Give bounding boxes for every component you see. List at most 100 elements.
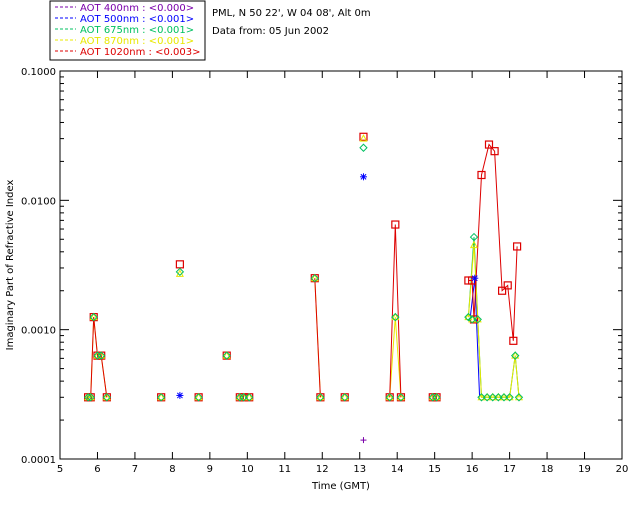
x-tick-label: 14 [391,464,404,475]
data-point [245,392,254,401]
x-tick-label: 12 [316,464,329,475]
data-point [468,276,477,285]
data-point [490,147,499,156]
data-point [484,140,494,149]
data-point [156,393,166,402]
series-line [389,317,402,398]
y-tick-label: 0.0100 [21,196,56,207]
x-axis-label: Time (GMT) [311,481,370,492]
x-tick-label: 16 [466,464,479,475]
data-point [514,393,524,402]
data-point [505,393,514,402]
data-point [509,336,518,345]
data-point [512,242,522,251]
data-point [97,351,106,360]
legend-entry: AOT 870nm : <0.001> [80,36,194,47]
data-point [511,351,520,359]
data-point [499,392,509,401]
x-tick-label: 9 [207,464,213,475]
data-point [359,134,368,142]
data-point [503,281,512,290]
data-point [97,351,106,359]
data-point [310,273,319,282]
y-tick-label: 0.1000 [21,67,56,78]
date-info: Data from: 05 Jun 2002 [212,26,329,37]
legend-entry: AOT 500nm : <0.001> [80,14,194,25]
data-point [239,392,248,401]
x-tick-label: 18 [541,464,554,475]
data-point [83,393,93,402]
x-tick-label: 15 [428,464,441,475]
data-point [175,267,185,277]
data-point [494,393,503,402]
data-point [505,392,514,401]
data-point [494,392,503,401]
data-point [514,392,524,401]
legend: AOT 400nm : <0.000>AOT 500nm : <0.001>AO… [55,3,200,58]
data-point [235,393,245,402]
data-point [340,393,349,402]
series-line [314,278,321,398]
data-point [469,232,479,242]
data-point [391,312,400,322]
data-point [310,273,319,283]
data-point [176,391,184,399]
data-point [194,392,203,401]
data-point [102,392,111,401]
x-tick-label: 8 [169,464,175,475]
data-point [340,392,349,401]
data-point [316,392,325,401]
data-point [396,393,406,402]
site-info: PML, N 50 22', W 04 08', Alt 0m [212,8,371,19]
data-point [432,393,441,402]
data-point [499,393,509,402]
data-point [488,392,497,401]
data-point [428,393,438,402]
data-point [385,392,394,401]
x-tick-label: 17 [503,464,516,475]
legend-entry: AOT 400nm : <0.000> [80,3,194,14]
data-point [473,314,482,323]
legend-entry: AOT 675nm : <0.001> [80,25,194,36]
data-point [359,132,368,141]
data-point [464,312,473,322]
data-point [102,393,112,402]
y-tick-label: 0.0001 [21,455,56,466]
series-line [467,245,520,398]
data-point [473,315,482,324]
data-point [316,393,325,402]
legend-entry: AOT 1020nm : <0.003> [80,47,200,58]
legend-box [49,0,206,61]
x-tick-label: 5 [57,464,63,475]
x-tick-label: 10 [241,464,254,475]
data-point [194,393,203,402]
data-point [483,392,492,401]
data-point [86,392,95,401]
data-point [469,240,479,249]
data-point [244,393,254,402]
data-point [360,437,367,444]
data-point [385,393,394,402]
plot-frame [59,70,623,460]
data-point [477,392,486,401]
data-point [239,393,248,402]
data-point [467,315,477,324]
data-point [86,393,95,402]
data-point [498,286,507,295]
data-point [93,351,102,360]
data-point [432,392,441,401]
data-point [222,351,231,360]
data-point [359,173,367,181]
data-point [391,220,400,229]
x-tick-label: 19 [578,464,591,475]
data-point [89,312,98,321]
x-tick-label: 6 [94,464,100,475]
data-point [222,351,231,359]
x-tick-label: 7 [132,464,138,475]
data-point [511,351,520,360]
y-tick-label: 0.0010 [21,326,56,337]
data-point [175,260,184,269]
x-tick-label: 13 [353,464,366,475]
data-point [157,392,166,401]
